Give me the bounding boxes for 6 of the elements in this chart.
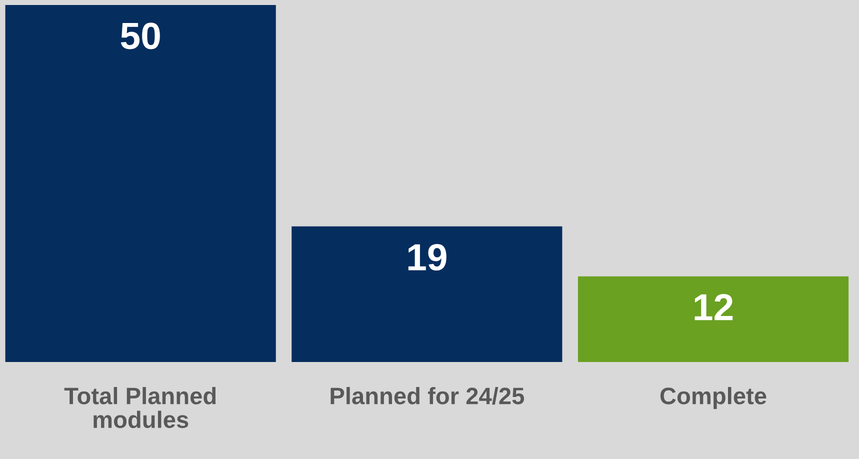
- x-tick-label: Total Planned modules: [64, 387, 216, 428]
- data-label: 50: [120, 22, 160, 50]
- data-label: 19: [408, 244, 446, 271]
- x-tick-label: Planned for 24/25: [330, 387, 524, 405]
- x-tick-label: Complete: [660, 387, 766, 410]
- data-label: 12: [694, 294, 733, 320]
